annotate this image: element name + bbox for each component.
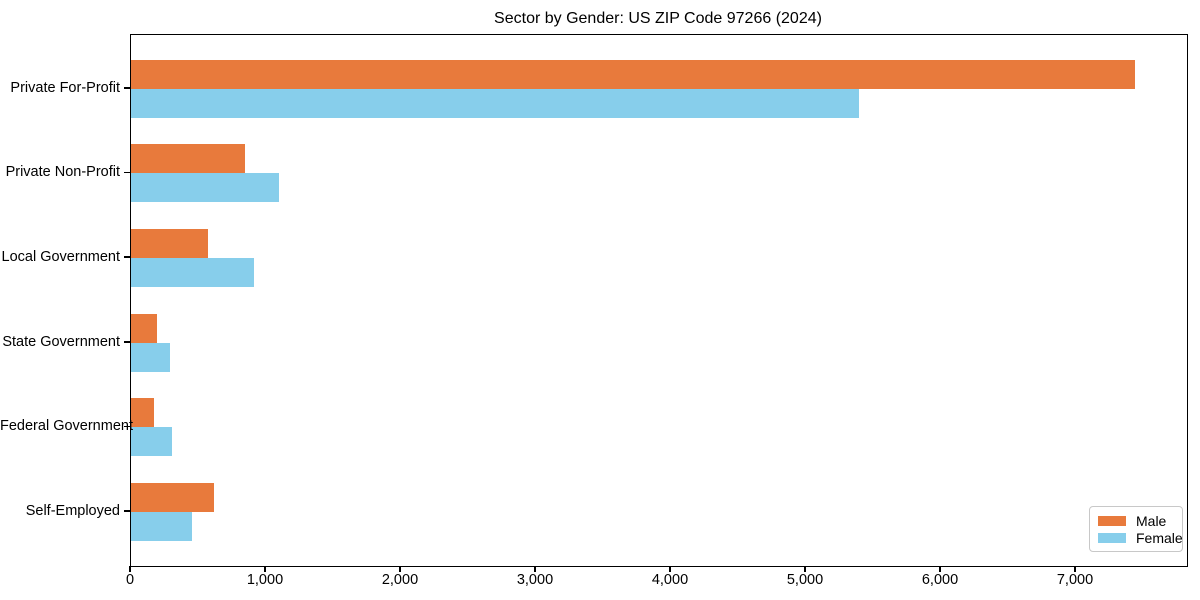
bar-male-local-government: [131, 229, 208, 259]
x-axis-tick-label: 0: [125, 572, 135, 588]
y-axis-category-label: Local Government: [1, 249, 120, 266]
x-axis-tick-mark: [939, 566, 941, 572]
legend-entry-male: Male: [1098, 513, 1174, 529]
y-axis-category-label: Private For-Profit: [10, 79, 120, 96]
y-axis-tick-mark: [124, 341, 130, 343]
bar-female-private-for-profit: [131, 88, 859, 118]
x-axis-tick-mark: [804, 566, 806, 572]
x-axis-tick-mark: [129, 566, 131, 572]
y-axis-category-label: Federal Government: [0, 418, 133, 435]
bar-female-local-government: [131, 258, 254, 288]
legend: Male Female: [1089, 506, 1183, 552]
legend-entry-female: Female: [1098, 530, 1183, 546]
x-axis-tick-label: 2,000: [381, 572, 419, 588]
x-axis-tick-label: 3,000: [516, 572, 554, 588]
x-axis-tick-mark: [534, 566, 536, 572]
x-axis-tick-label: 7,000: [1056, 572, 1094, 588]
bar-female-federal-government: [131, 427, 172, 457]
bar-male-federal-government: [131, 398, 154, 428]
bar-male-private-for-profit: [131, 59, 1135, 89]
y-axis-category-label: Private Non-Profit: [5, 164, 120, 181]
x-axis-tick-mark: [1074, 566, 1076, 572]
legend-label-female: Female: [1136, 530, 1183, 547]
x-axis-tick-mark: [399, 566, 401, 572]
y-axis-tick-mark: [124, 87, 130, 89]
x-axis-tick-label: 5,000: [786, 572, 824, 588]
bar-male-private-non-profit: [131, 144, 245, 174]
bar-female-state-government: [131, 342, 170, 372]
x-axis-tick-mark: [264, 566, 266, 572]
bar-female-private-non-profit: [131, 173, 279, 203]
x-axis-tick-label: 1,000: [246, 572, 284, 588]
x-axis-tick-mark: [669, 566, 671, 572]
y-axis-tick-mark: [124, 425, 130, 428]
bar-male-state-government: [131, 313, 157, 343]
bar-male-self-employed: [131, 483, 214, 513]
chart-title: Sector by Gender: US ZIP Code 97266 (202…: [494, 10, 822, 27]
plot-area: [130, 34, 1188, 567]
y-axis-category-label: State Government: [2, 333, 120, 350]
bar-female-self-employed: [131, 512, 192, 542]
x-axis-tick-label: 6,000: [921, 572, 959, 588]
x-axis-tick-label: 4,000: [651, 572, 689, 588]
y-axis-tick-mark: [124, 171, 130, 174]
legend-swatch-male: [1098, 515, 1126, 526]
y-axis-tick-mark: [124, 256, 130, 258]
y-axis-category-label: Self-Employed: [25, 503, 120, 520]
legend-swatch-female: [1098, 533, 1126, 544]
y-axis-tick-mark: [124, 510, 130, 512]
legend-label-male: Male: [1136, 512, 1167, 529]
